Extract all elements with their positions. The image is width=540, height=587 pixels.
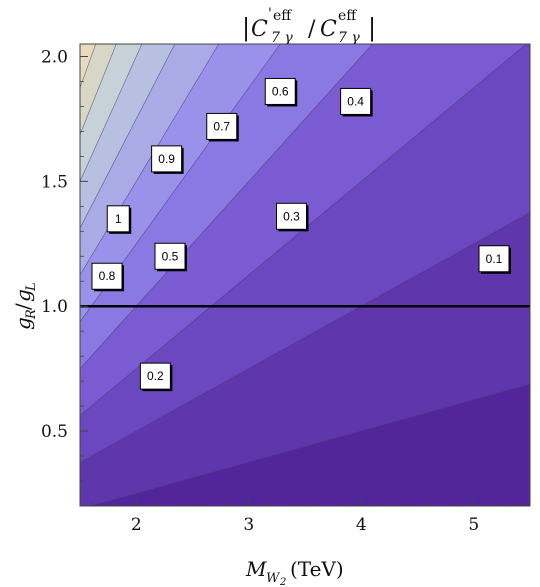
title-c2: C [320,17,337,42]
title-c2-sup: eff [338,8,357,24]
contour-label-0.5: 0.5 [154,242,187,272]
contour-labels: 0.1 0.2 0.3 0.4 0.5 0.6 0.7 0.8 0.9 1 [91,77,511,392]
contour-label-text: 0.7 [213,119,230,133]
contour-label-box [206,112,238,140]
ylabel-g2: g [11,289,35,302]
x-tick-label: 4 [356,515,367,535]
contour-label-text: 1 [115,212,122,226]
title-slash: / [308,17,316,42]
contour-label-text: 0.6 [272,84,289,98]
contour-line-0.5 [80,44,281,322]
contour-label-text: 0.9 [158,152,175,166]
contour-label-text: 0.8 [99,269,116,283]
contour-label-text: 0.2 [147,369,164,383]
ylabel-slash: / [11,303,35,310]
contour-label-0.6: 0.6 [264,77,298,107]
no-data-region [75,0,80,44]
contour-label-0.3: 0.3 [276,202,309,232]
title-c2-sub: 7 γ [338,30,360,46]
contour-label-box [478,245,510,273]
ylabel-s2: L [24,282,39,292]
x-tick-label: 5 [468,515,479,535]
contour-line-0.1 [90,383,530,506]
contour-label-0.2: 0.2 [139,362,173,392]
contour-label-0.8: 0.8 [91,262,124,292]
contour-label-0.9: 0.9 [151,145,184,174]
y-axis-title: g R / g L [11,282,39,330]
contour-label-box [139,362,171,390]
y-tick-label: 0.5 [41,422,68,442]
contour-label-box [151,145,183,173]
y-axis: 0.5 1.0 1.5 2.0 [41,47,88,482]
chart-title: | C ' eff 7 γ / C eff 7 γ | [242,6,376,46]
x-tick-label: 2 [131,515,142,535]
y-tick-label: 1.0 [41,297,68,317]
contour-band-0.2-0.3 [80,44,530,463]
ylabel-s1: R [24,309,39,320]
xlabel-sub: W [266,571,281,586]
y-tick-label: 1.5 [41,172,68,192]
title-left-bar: | [242,14,250,43]
y-tick-label: 2.0 [41,47,68,67]
contour-label-0.7: 0.7 [206,112,239,142]
contour-line-0.4 [80,44,373,369]
contour-label-text: 0.1 [486,252,503,266]
contour-label-box [340,87,372,115]
contour-bands [80,44,530,506]
plot-area: 0.1 0.2 0.3 0.4 0.5 0.6 0.7 0.8 0.9 1 [75,0,530,506]
contour-label-0.4: 0.4 [340,87,373,117]
contour-line-0.7 [80,44,176,229]
title-c1-sup: eff [273,8,292,24]
title-prime: ' [268,6,272,22]
x-axis: 2 3 4 5 [90,498,520,535]
contour-label-box [91,262,123,290]
contour-label-1: 1 [106,205,132,234]
title-c1-sub: 7 γ [271,30,293,46]
contour-band-0.1-0.2 [80,212,530,506]
title-right-bar: | [368,14,376,43]
plot-frame [79,43,531,507]
xlabel-unit: (TeV) [290,557,344,581]
contour-label-text: 0.3 [283,209,300,223]
contour-label-text: 0.4 [347,94,364,108]
x-axis-title: M W 2 (TeV) [245,557,344,587]
title-c1: C [251,17,268,42]
x-tick-label: 3 [243,515,254,535]
contour-label-text: 0.5 [162,249,179,263]
xlabel-main: M [245,557,267,581]
ylabel-g1: g [11,317,35,330]
contour-line-0.2 [80,212,530,463]
contour-label-box [106,205,130,233]
contour-label-0.1: 0.1 [478,245,511,274]
xlabel-subsub: 2 [279,577,286,587]
contour-label-box [276,202,307,230]
contour-label-box [154,242,186,270]
contour-label-box [264,77,296,105]
